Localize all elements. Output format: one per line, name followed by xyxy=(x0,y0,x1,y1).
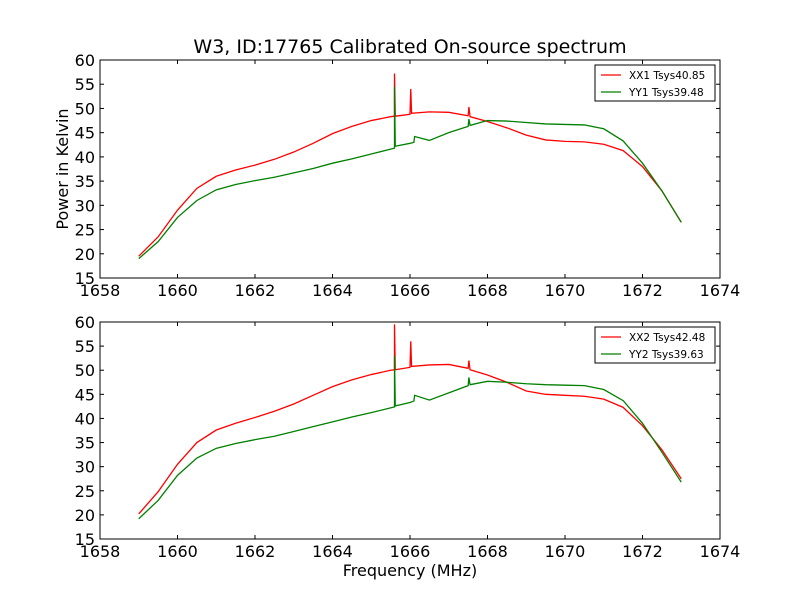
x-tick-label: 1660 xyxy=(157,542,198,561)
y-tick-label: 25 xyxy=(75,221,95,240)
x-axis-label: Frequency (MHz) xyxy=(343,561,477,580)
y-tick-label: 30 xyxy=(75,458,95,477)
y-tick-label: 50 xyxy=(75,361,95,380)
y-tick-label: 35 xyxy=(75,172,95,191)
legend-entry: YY1 Tsys39.48 xyxy=(628,87,704,99)
x-tick-label: 1668 xyxy=(467,281,508,300)
x-tick-label: 1666 xyxy=(390,542,431,561)
figure-title: W3, ID:17765 Calibrated On-source spectr… xyxy=(193,36,626,58)
y-tick-label: 25 xyxy=(75,482,95,501)
y-tick-label: 55 xyxy=(75,337,95,356)
x-tick-label: 1674 xyxy=(700,281,741,300)
y-tick-label: 50 xyxy=(75,99,95,118)
x-tick-label: 1670 xyxy=(545,542,586,561)
y-tick-label: 20 xyxy=(75,506,95,525)
legend-box xyxy=(594,64,716,102)
legend-box xyxy=(594,326,716,364)
y-tick-label: 55 xyxy=(75,75,95,94)
x-tick-label: 1664 xyxy=(312,281,353,300)
y-tick-label: 60 xyxy=(75,51,95,70)
x-tick-label: 1666 xyxy=(390,281,431,300)
y-tick-label: 45 xyxy=(75,385,95,404)
x-tick-label: 1658 xyxy=(80,281,121,300)
bottom-spectrum-plot: 1658 1660 1662 1664 1666 1668 1670 1672 1674 15 20… xyxy=(75,313,741,580)
series-line-yy xyxy=(138,355,682,520)
y-tick-label: 20 xyxy=(75,245,95,264)
y-tick-label: 15 xyxy=(75,269,95,288)
x-tick-label: 1660 xyxy=(157,281,198,300)
x-tick-label: 1670 xyxy=(545,281,586,300)
legend-entry: XX1 Tsys40.85 xyxy=(629,70,705,82)
x-tick-label: 1674 xyxy=(700,542,741,561)
x-tick-label: 1672 xyxy=(622,281,663,300)
x-tick-label: 1662 xyxy=(235,542,276,561)
x-tick-label: 1658 xyxy=(80,542,121,561)
x-tick-label: 1668 xyxy=(467,542,508,561)
y-tick-label: 15 xyxy=(75,530,95,549)
x-tick-label: 1662 xyxy=(235,281,276,300)
y-tick-label: 40 xyxy=(75,148,95,167)
x-tick-label: 1664 xyxy=(312,542,353,561)
legend-entry: YY2 Tsys39.63 xyxy=(628,349,704,361)
y-tick-label: 45 xyxy=(75,124,95,143)
y-axis-label: Power in Kelvin xyxy=(53,108,72,229)
legend: XX1 Tsys40.85 YY1 Tsys39.48 xyxy=(594,64,716,102)
y-tick-label: 30 xyxy=(75,196,95,215)
y-tick-label: 60 xyxy=(75,313,95,332)
x-tick-label: 1672 xyxy=(622,542,663,561)
series-line-xx xyxy=(138,73,682,257)
y-tick-label: 40 xyxy=(75,409,95,428)
legend: XX2 Tsys42.48 YY2 Tsys39.63 xyxy=(594,326,716,364)
series-line-yy xyxy=(138,86,682,260)
series-line-xx xyxy=(138,324,682,515)
top-spectrum-plot: 1658 1660 1662 1664 1666 1668 1670 1672 1674 15 20… xyxy=(53,51,740,300)
legend-entry: XX2 Tsys42.48 xyxy=(629,332,705,344)
y-tick-label: 35 xyxy=(75,434,95,453)
